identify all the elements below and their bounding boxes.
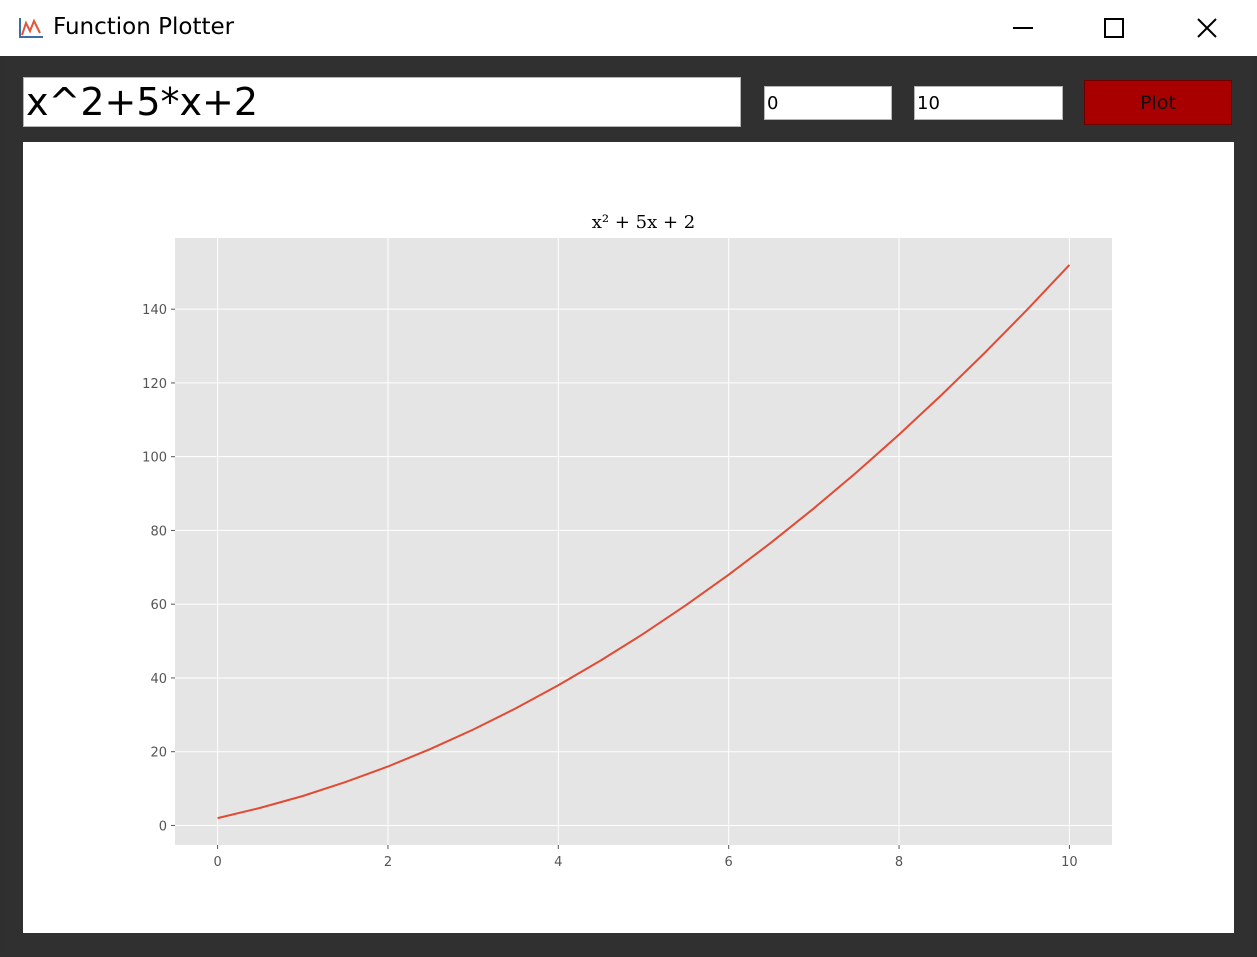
x-tick-label: 8 — [895, 855, 903, 870]
title-bar: Function Plotter — [0, 0, 1257, 56]
series-line — [217, 264, 1071, 820]
y-tick-label: 140 — [142, 303, 167, 318]
x-tick-label: 4 — [554, 855, 562, 870]
close-icon — [1197, 18, 1217, 38]
plot-button[interactable]: Plot — [1084, 80, 1232, 125]
x-min-input[interactable] — [764, 86, 892, 120]
window-title: Function Plotter — [53, 14, 235, 40]
y-tick-label: 0 — [159, 819, 167, 834]
chart-line-icon — [19, 18, 43, 38]
maximize-icon — [1104, 18, 1124, 38]
minimize-icon — [1013, 27, 1033, 29]
close-button[interactable] — [1161, 0, 1253, 56]
maximize-button[interactable] — [1068, 0, 1160, 56]
minimize-button[interactable] — [977, 0, 1069, 56]
x-max-input[interactable] — [914, 86, 1063, 120]
y-tick-label: 60 — [150, 598, 167, 613]
y-tick-label: 100 — [142, 451, 167, 466]
y-tick-label: 40 — [150, 672, 167, 687]
plot-canvas: 0 2 4 6 8 10 0 20 40 60 80 100 120 140 x² + 5x + 2 — [23, 142, 1234, 933]
x-tick-label: 6 — [725, 855, 733, 870]
y-tick-label: 120 — [142, 377, 167, 392]
plot-area — [175, 238, 1112, 845]
x-tick-label: 0 — [213, 855, 221, 870]
x-tick-label: 2 — [384, 855, 392, 870]
y-tick-label: 80 — [150, 524, 167, 539]
x-tick-label: 10 — [1061, 855, 1078, 870]
y-tick-label: 20 — [150, 746, 167, 761]
chart-title: x² + 5x + 2 — [592, 212, 695, 233]
expression-input[interactable] — [23, 77, 741, 127]
